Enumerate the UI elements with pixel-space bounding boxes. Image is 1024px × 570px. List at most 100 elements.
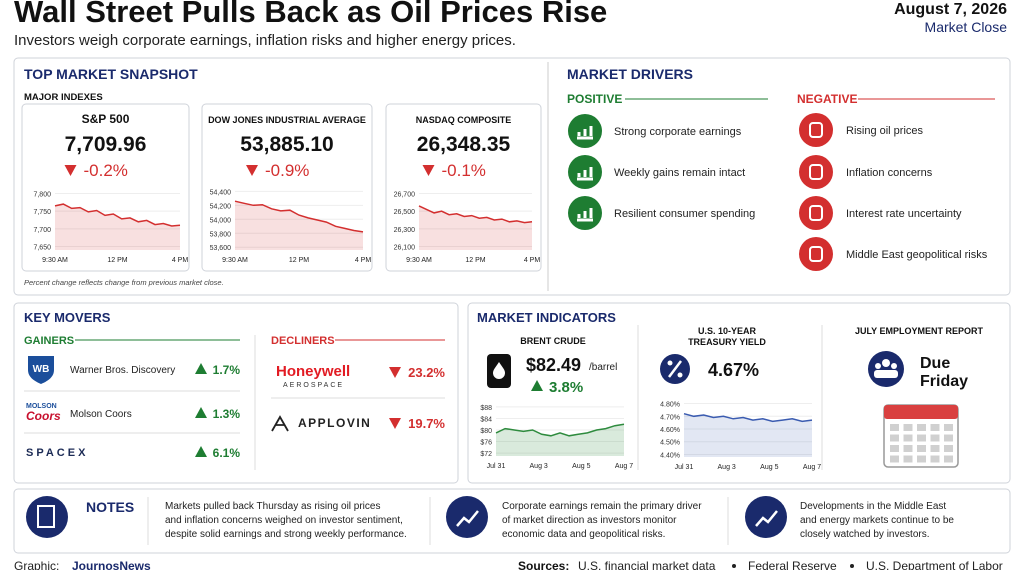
up-arrow bbox=[195, 363, 207, 374]
icon-glyph bbox=[809, 122, 823, 138]
x-tick-label: Aug 3 bbox=[530, 463, 548, 470]
x-tick-label: Jul 31 bbox=[487, 463, 506, 470]
applovin-icon bbox=[271, 415, 289, 432]
footnote: Percent change reflects change from prev… bbox=[24, 278, 224, 287]
positive-label: POSITIVE bbox=[567, 92, 622, 106]
down-arrow bbox=[422, 165, 435, 176]
note-text: despite solid earnings and strong weekly… bbox=[165, 529, 407, 540]
indicator-value: 4.67% bbox=[708, 360, 759, 380]
logo: Coors bbox=[26, 409, 61, 423]
source: U.S. financial market data bbox=[578, 559, 716, 570]
logo: SPACEX bbox=[26, 447, 88, 459]
index-change: -0.2% bbox=[84, 161, 128, 180]
x-tick-label: 9:30 AM bbox=[222, 257, 248, 264]
icon-glyph bbox=[874, 370, 898, 378]
panel bbox=[13, 302, 459, 484]
indicator-label: U.S. 10-YEAR bbox=[698, 326, 757, 336]
note-text: Markets pulled back Thursday as rising o… bbox=[165, 501, 380, 512]
area bbox=[235, 201, 363, 250]
panel bbox=[467, 302, 1011, 484]
note-text: and inflation concerns weighed on invest… bbox=[165, 515, 403, 526]
calendar-cell bbox=[930, 455, 940, 463]
section-title: KEY MOVERS bbox=[24, 310, 111, 325]
section-title: TOP MARKET SNAPSHOT bbox=[24, 66, 198, 82]
calendar-cell bbox=[890, 424, 899, 431]
x-tick-label: 9:30 AM bbox=[42, 257, 68, 264]
icon bbox=[799, 155, 833, 189]
note-text: Developments in the Middle East bbox=[800, 501, 946, 512]
up-arrow bbox=[195, 407, 207, 418]
bullet bbox=[732, 564, 736, 568]
indicator-label: TREASURY YIELD bbox=[688, 337, 766, 347]
index-name: S&P 500 bbox=[82, 112, 130, 126]
line bbox=[54, 203, 181, 227]
calendar-cell bbox=[917, 434, 926, 442]
icon-glyph bbox=[755, 510, 778, 527]
driver-item: Resilient consumer spending bbox=[614, 208, 755, 220]
date: August 7, 2026 bbox=[894, 1, 1007, 18]
x-tick-label: Aug 5 bbox=[572, 463, 590, 470]
footer: Sources: bbox=[518, 559, 569, 570]
notes-title: NOTES bbox=[86, 499, 134, 515]
y-tick-label: 4.40% bbox=[660, 452, 680, 459]
up-arrow bbox=[531, 380, 543, 391]
negative-label: NEGATIVE bbox=[797, 92, 857, 106]
area bbox=[684, 413, 812, 457]
y-tick-label: 4.50% bbox=[660, 440, 680, 447]
icon bbox=[26, 496, 68, 538]
calendar-cell bbox=[903, 445, 913, 452]
y-tick-label: 7,700 bbox=[33, 227, 51, 234]
unit: /barrel bbox=[589, 362, 617, 373]
calendar-cell bbox=[930, 424, 940, 431]
calendar-cell bbox=[930, 434, 940, 442]
calendar-cell bbox=[917, 455, 926, 463]
down-arrow bbox=[64, 165, 77, 176]
y-tick-label: 54,000 bbox=[210, 217, 232, 224]
calendar-cell bbox=[944, 424, 953, 431]
down-arrow bbox=[389, 418, 401, 429]
indicator-label: JULY EMPLOYMENT REPORT bbox=[855, 326, 984, 336]
icon-glyph bbox=[891, 363, 897, 369]
driver-item: Interest rate uncertainty bbox=[846, 208, 962, 220]
calendar-cell bbox=[890, 455, 899, 463]
driver-item: Rising oil prices bbox=[846, 125, 924, 137]
icon-glyph bbox=[37, 505, 55, 528]
percent-glyph bbox=[677, 372, 683, 378]
indicator-value: $82.49 bbox=[526, 355, 581, 375]
calendar-cell bbox=[917, 445, 926, 452]
down-arrow bbox=[389, 367, 401, 378]
calendar-top bbox=[884, 405, 958, 419]
due: Friday bbox=[920, 373, 968, 390]
source: U.S. Department of Labor bbox=[866, 559, 1003, 570]
driver-item: Inflation concerns bbox=[846, 167, 933, 179]
icon-glyph bbox=[875, 363, 881, 369]
icon bbox=[799, 237, 833, 271]
note-text: and energy markets continue to be bbox=[800, 515, 954, 526]
x-tick-label: Aug 7 bbox=[803, 464, 821, 471]
index-change: -0.9% bbox=[265, 161, 309, 180]
calendar-cell bbox=[903, 455, 913, 463]
due: Due bbox=[920, 355, 950, 372]
icon bbox=[799, 196, 833, 230]
indicator-change: 3.8% bbox=[549, 379, 583, 396]
index-name: DOW JONES INDUSTRIAL AVERAGE bbox=[208, 115, 366, 125]
y-tick-label: 7,800 bbox=[33, 192, 51, 199]
index-value: 7,709.96 bbox=[65, 133, 147, 156]
mover-change: 6.1% bbox=[213, 446, 241, 460]
x-tick-label: Aug 5 bbox=[760, 464, 778, 471]
mover-change: 19.7% bbox=[408, 416, 445, 431]
y-tick-label: $88 bbox=[480, 405, 492, 412]
logo: APPLOVIN bbox=[298, 416, 371, 430]
drop-icon bbox=[493, 362, 505, 379]
mover-change: 1.7% bbox=[213, 363, 241, 377]
decliners-label: DECLINERS bbox=[271, 335, 335, 347]
x-tick-label: Jul 31 bbox=[675, 464, 694, 471]
x-tick-label: Aug 3 bbox=[718, 464, 736, 471]
section-title: MARKET DRIVERS bbox=[567, 66, 693, 82]
footer: Graphic: bbox=[14, 559, 59, 570]
y-tick-label: 54,400 bbox=[210, 189, 232, 196]
line bbox=[495, 423, 625, 437]
index-value: 26,348.35 bbox=[417, 133, 511, 156]
